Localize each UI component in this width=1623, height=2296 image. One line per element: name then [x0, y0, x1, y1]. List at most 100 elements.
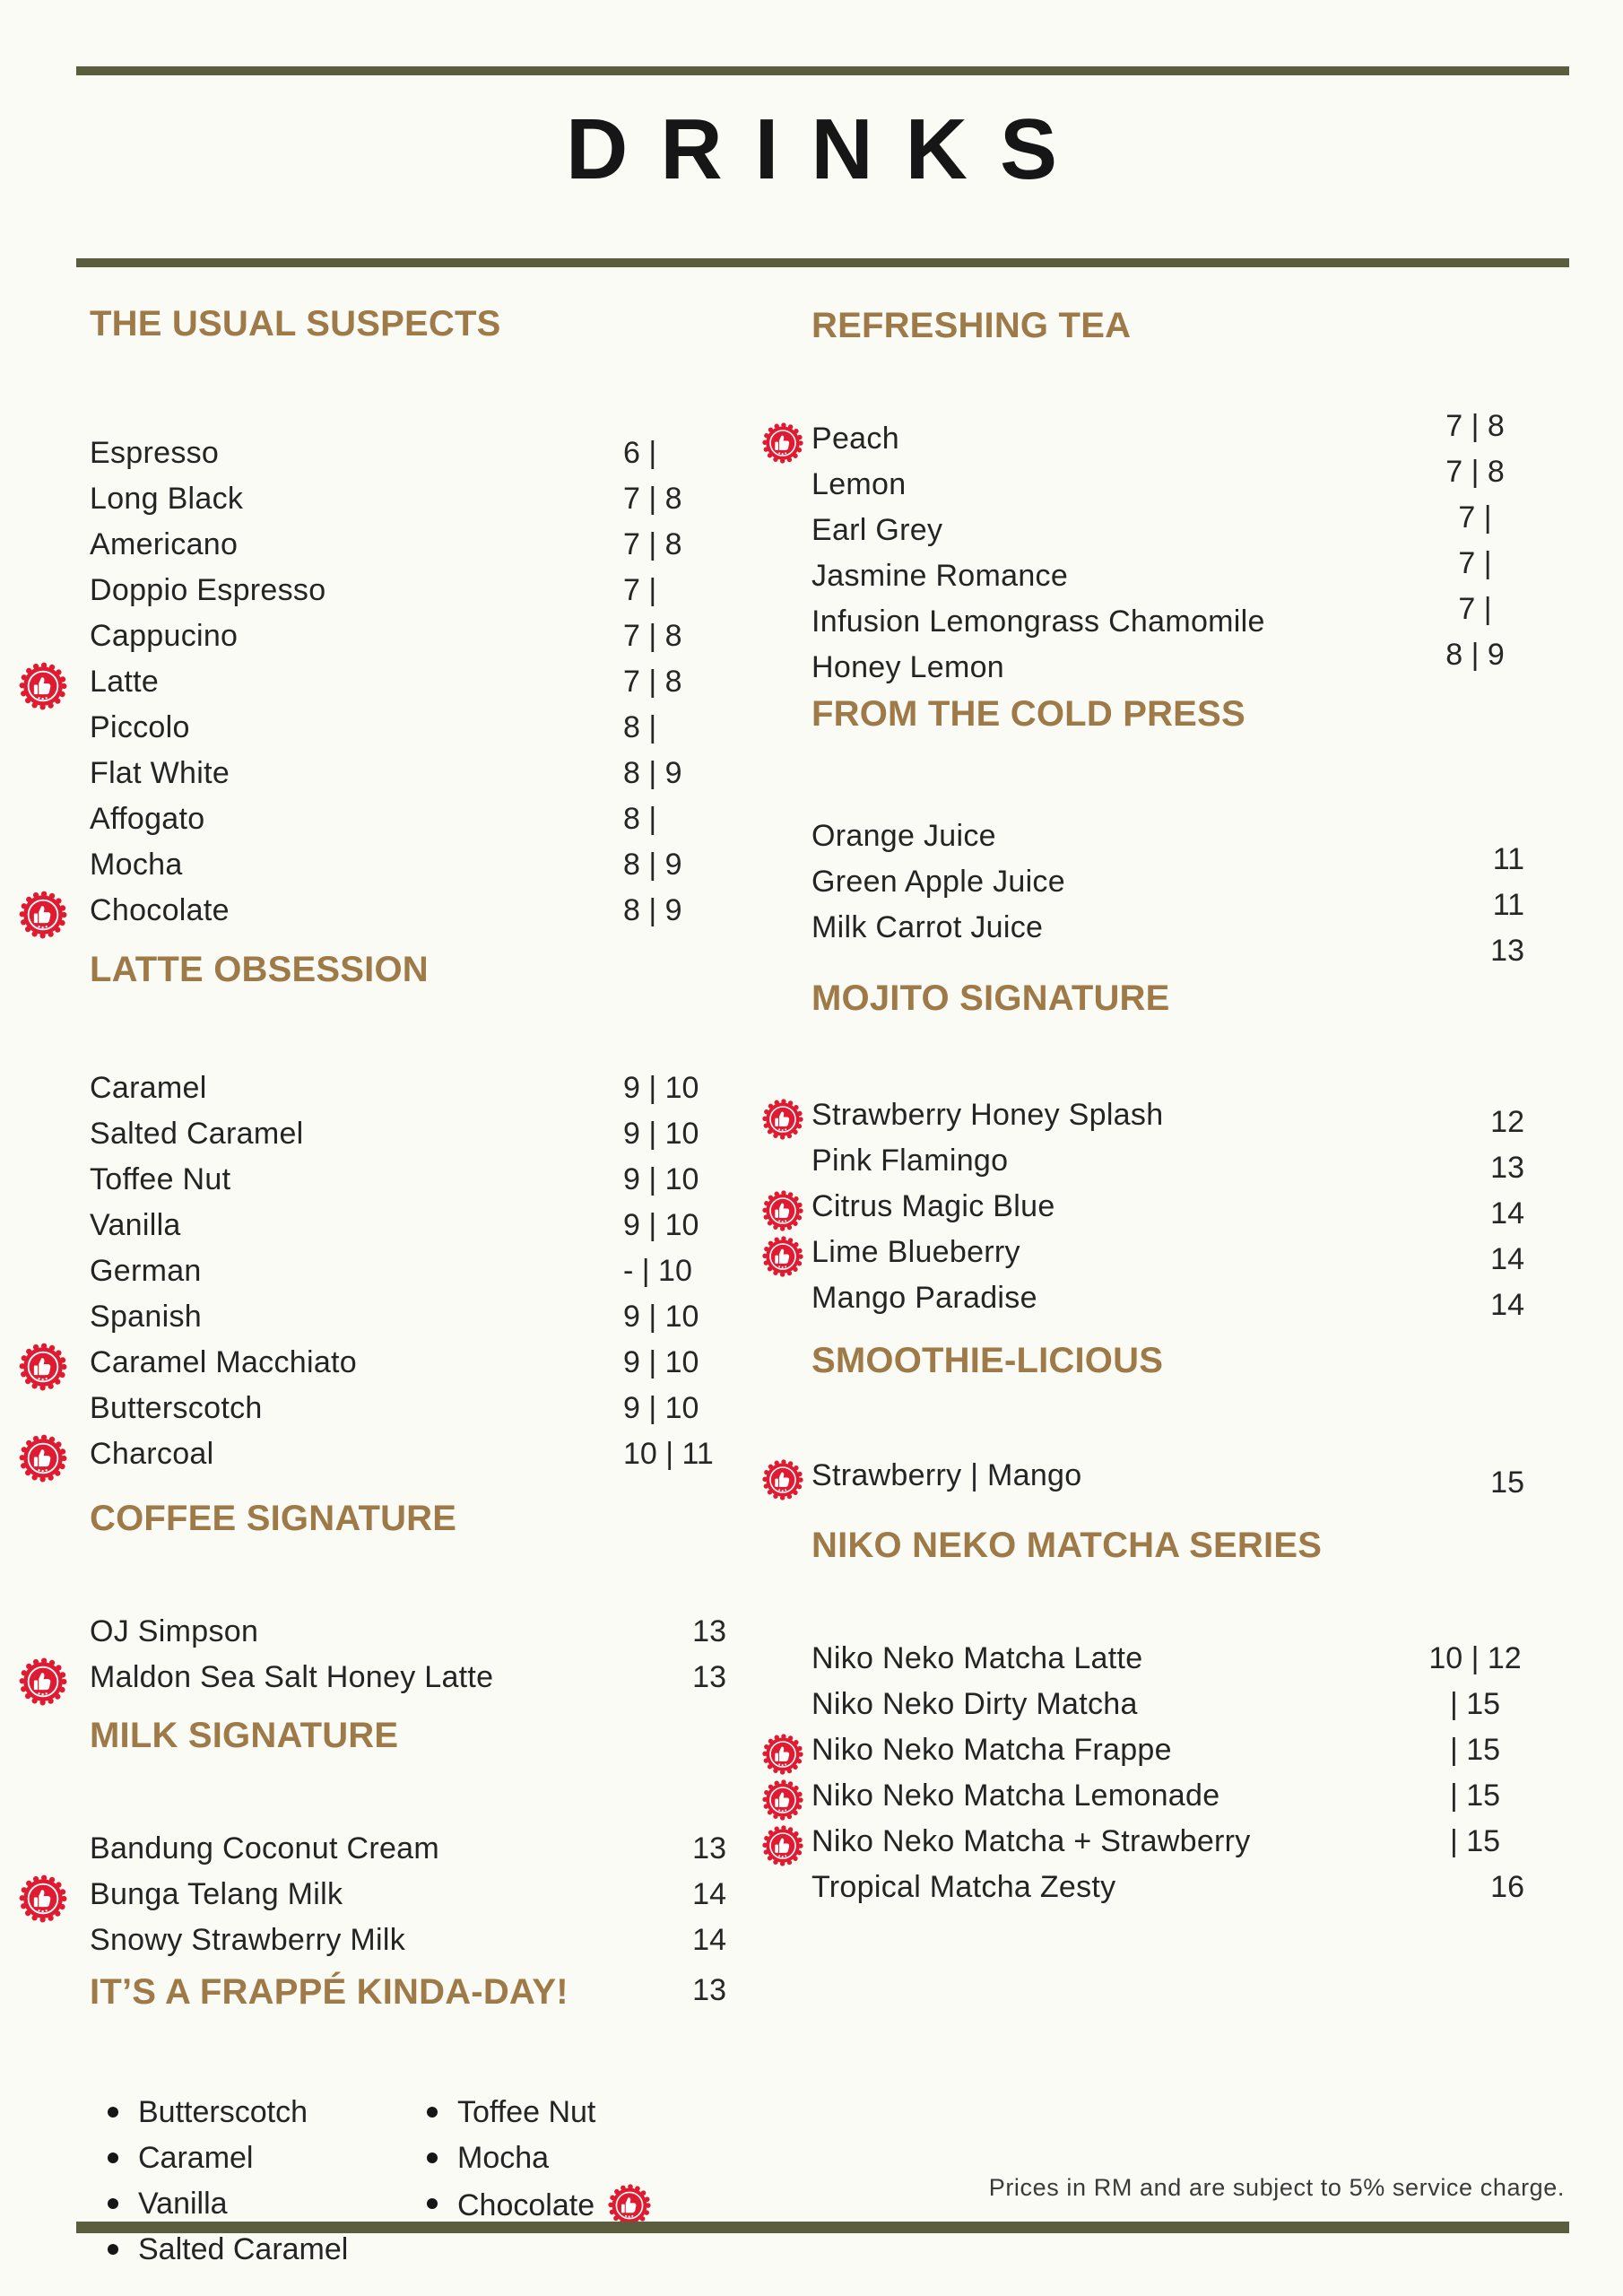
menu-item-price: 10 | 11: [623, 1437, 714, 1471]
menu-item-row: Green Apple Juice 11: [812, 863, 1524, 922]
thumbs-up-badge-icon: [761, 1458, 804, 1501]
thumbs-up-badge-icon: [761, 422, 804, 465]
menu-item-name: Long Black: [90, 482, 244, 516]
menu-item-price: 6 |: [623, 436, 657, 470]
menu-item-name: Jasmine Romance: [812, 559, 1069, 593]
menu-item-name: Piccolo: [90, 710, 190, 744]
menu-item-price: 7 |: [1458, 500, 1492, 535]
menu-item-name: OJ Simpson: [90, 1614, 259, 1648]
menu-item-name: Lime Blueberry: [812, 1235, 1020, 1269]
item-list: Bandung Coconut Cream 13 Bunga Telang Mil…: [90, 1830, 726, 1967]
menu-item-row: Lime Blueberry 14: [812, 1233, 1524, 1279]
list-item: Caramel: [100, 2139, 348, 2185]
menu-item-name: Green Apple Juice: [812, 865, 1065, 899]
menu-item-price: 8 | 9: [623, 893, 682, 927]
menu-item-row: Chocolate 8 | 9: [90, 891, 726, 937]
menu-item-row: Maldon Sea Salt Honey Latte 13: [90, 1658, 726, 1704]
menu-item-price: 9 | 10: [623, 1117, 699, 1151]
menu-item-name: Chocolate: [90, 893, 230, 927]
section-mojito-signature: MOJITO SIGNATURE Strawberry Honey Splash…: [812, 978, 1524, 1325]
thumbs-up-badge-icon: [761, 1824, 804, 1867]
thumbs-up-badge-icon: [761, 1098, 804, 1141]
list-item: Toffee Nut: [420, 2093, 652, 2139]
menu-item-name: Caramel: [90, 1071, 207, 1105]
flavour-label: Caramel: [138, 2141, 254, 2175]
menu-item-row: Citrus Magic Blue 14: [812, 1187, 1524, 1233]
item-list: Strawberry Honey Splash 12 Pink Flamingo 1…: [812, 1096, 1524, 1325]
menu-item-price: 9 | 10: [623, 1391, 699, 1425]
menu-item-name: Latte: [90, 665, 160, 699]
menu-item-price: 7 |: [1458, 592, 1492, 626]
menu-item-price: 9 | 10: [623, 1208, 699, 1242]
list-item: Butterscotch: [100, 2093, 348, 2139]
menu-item-price: 14: [1490, 1242, 1524, 1276]
menu-item-row: Vanilla 9 | 10: [90, 1206, 726, 1252]
section-heading: SMOOTHIE-LICIOUS: [812, 1341, 1164, 1380]
flavour-label: Chocolate: [457, 2187, 595, 2222]
menu-item-price: | 15: [1449, 1733, 1501, 1767]
menu-item-row: Niko Neko Matcha + Strawberry | 15: [812, 1822, 1524, 1868]
menu-item-row: Caramel 9 | 10: [90, 1069, 726, 1115]
thumbs-up-badge-icon: [18, 1874, 68, 1924]
section-heading: NIKO NEKO MATCHA SERIES: [812, 1526, 1323, 1565]
menu-item-row: Piccolo 8 |: [90, 709, 726, 754]
menu-item-row: Niko Neko Matcha Frappe | 15: [812, 1731, 1524, 1777]
menu-item-price: 7 |: [623, 573, 657, 607]
menu-item-name: Niko Neko Matcha Frappe: [812, 1733, 1172, 1767]
section-latte-obsession: LATTE OBSESSION Caramel 9 | 10 Salted Car…: [90, 949, 726, 1481]
menu-item-row: Earl Grey 7 |: [812, 500, 1524, 557]
menu-item-price: 14: [1490, 1288, 1524, 1322]
menu-item-row: Infusion Lemongrass Chamomile 7 |: [812, 592, 1524, 648]
menu-item-row: Peach 7 | 8: [812, 409, 1524, 465]
menu-item-name: Tropical Matcha Zesty: [812, 1870, 1116, 1904]
menu-item-name: Salted Caramel: [90, 1117, 304, 1151]
menu-item-row: Honey Lemon 8 | 9: [812, 638, 1524, 694]
menu-item-row: OJ Simpson 13: [90, 1613, 726, 1658]
menu-item-name: Infusion Lemongrass Chamomile: [812, 604, 1265, 639]
item-list: Espresso 6 | Long Black 7 | 8 Americano 7 |…: [90, 434, 726, 937]
section-heading: FROM THE COLD PRESS: [812, 694, 1245, 734]
menu-item-row: Spanish 9 | 10: [90, 1298, 726, 1344]
item-list: OJ Simpson 13 Maldon Sea Salt Honey Latte…: [90, 1613, 726, 1704]
menu-item-row: Niko Neko Dirty Matcha | 15: [812, 1685, 1524, 1731]
thumbs-up-badge-icon: [18, 890, 68, 940]
section-heading: COFFEE SIGNATURE: [90, 1499, 457, 1538]
menu-item-row: Latte 7 | 8: [90, 663, 726, 709]
menu-item-name: Espresso: [90, 436, 220, 470]
flavour-label: Salted Caramel: [138, 2232, 349, 2266]
menu-item-price: 8 | 9: [623, 756, 682, 790]
menu-item-price: 11: [1492, 842, 1524, 876]
menu-item-price: 7 | 8: [623, 482, 682, 516]
item-list: Caramel 9 | 10 Salted Caramel 9 | 10 Toffe…: [90, 1069, 726, 1481]
frappe-flavour-column-2: Toffee Nut Mocha Chocolate: [420, 2093, 652, 2231]
menu-item-name: Earl Grey: [812, 513, 943, 547]
menu-item-price: 13: [692, 1614, 726, 1648]
menu-item-row: Strawberry Honey Splash 12: [812, 1096, 1524, 1142]
menu-item-price: 9 | 10: [623, 1071, 699, 1105]
menu-item-row: Niko Neko Matcha Lemonade | 15: [812, 1777, 1524, 1822]
menu-item-name: Maldon Sea Salt Honey Latte: [90, 1660, 494, 1694]
menu-item-row: Doppio Espresso 7 |: [90, 571, 726, 617]
section-milk-signature: MILK SIGNATURE Bandung Coconut Cream 13 B…: [90, 1715, 726, 1967]
flavour-label: Mocha: [457, 2141, 550, 2175]
menu-item-price: 7 | 8: [623, 619, 682, 653]
menu-item-name: Milk Carrot Juice: [812, 910, 1044, 944]
divider-line-under-title: [76, 258, 1569, 267]
menu-item-row: Toffee Nut 9 | 10: [90, 1161, 726, 1206]
menu-item-price: | 15: [1449, 1779, 1501, 1813]
menu-item-name: Toffee Nut: [90, 1162, 231, 1196]
menu-item-price: 8 | 9: [623, 848, 682, 882]
menu-item-price: | 15: [1449, 1687, 1501, 1721]
section-heading: THE USUAL SUSPECTS: [90, 304, 501, 344]
menu-item-price: 13: [1490, 1151, 1524, 1185]
flavour-label: Butterscotch: [138, 2095, 308, 2129]
frappe-flavour-lists: Butterscotch Caramel Vanilla Salted Cara…: [90, 2093, 726, 2291]
menu-item-price: 7 |: [1458, 546, 1492, 580]
menu-item-name: Flat White: [90, 756, 230, 790]
section-coffee-signature: COFFEE SIGNATURE OJ Simpson 13 Maldon Sea…: [90, 1498, 726, 1704]
menu-item-name: Strawberry | Mango: [812, 1458, 1082, 1492]
menu-item-price: 14: [692, 1923, 726, 1957]
list-item: Chocolate: [420, 2185, 652, 2231]
menu-item-name: Orange Juice: [812, 819, 996, 853]
menu-item-row: Cappucino 7 | 8: [90, 617, 726, 663]
